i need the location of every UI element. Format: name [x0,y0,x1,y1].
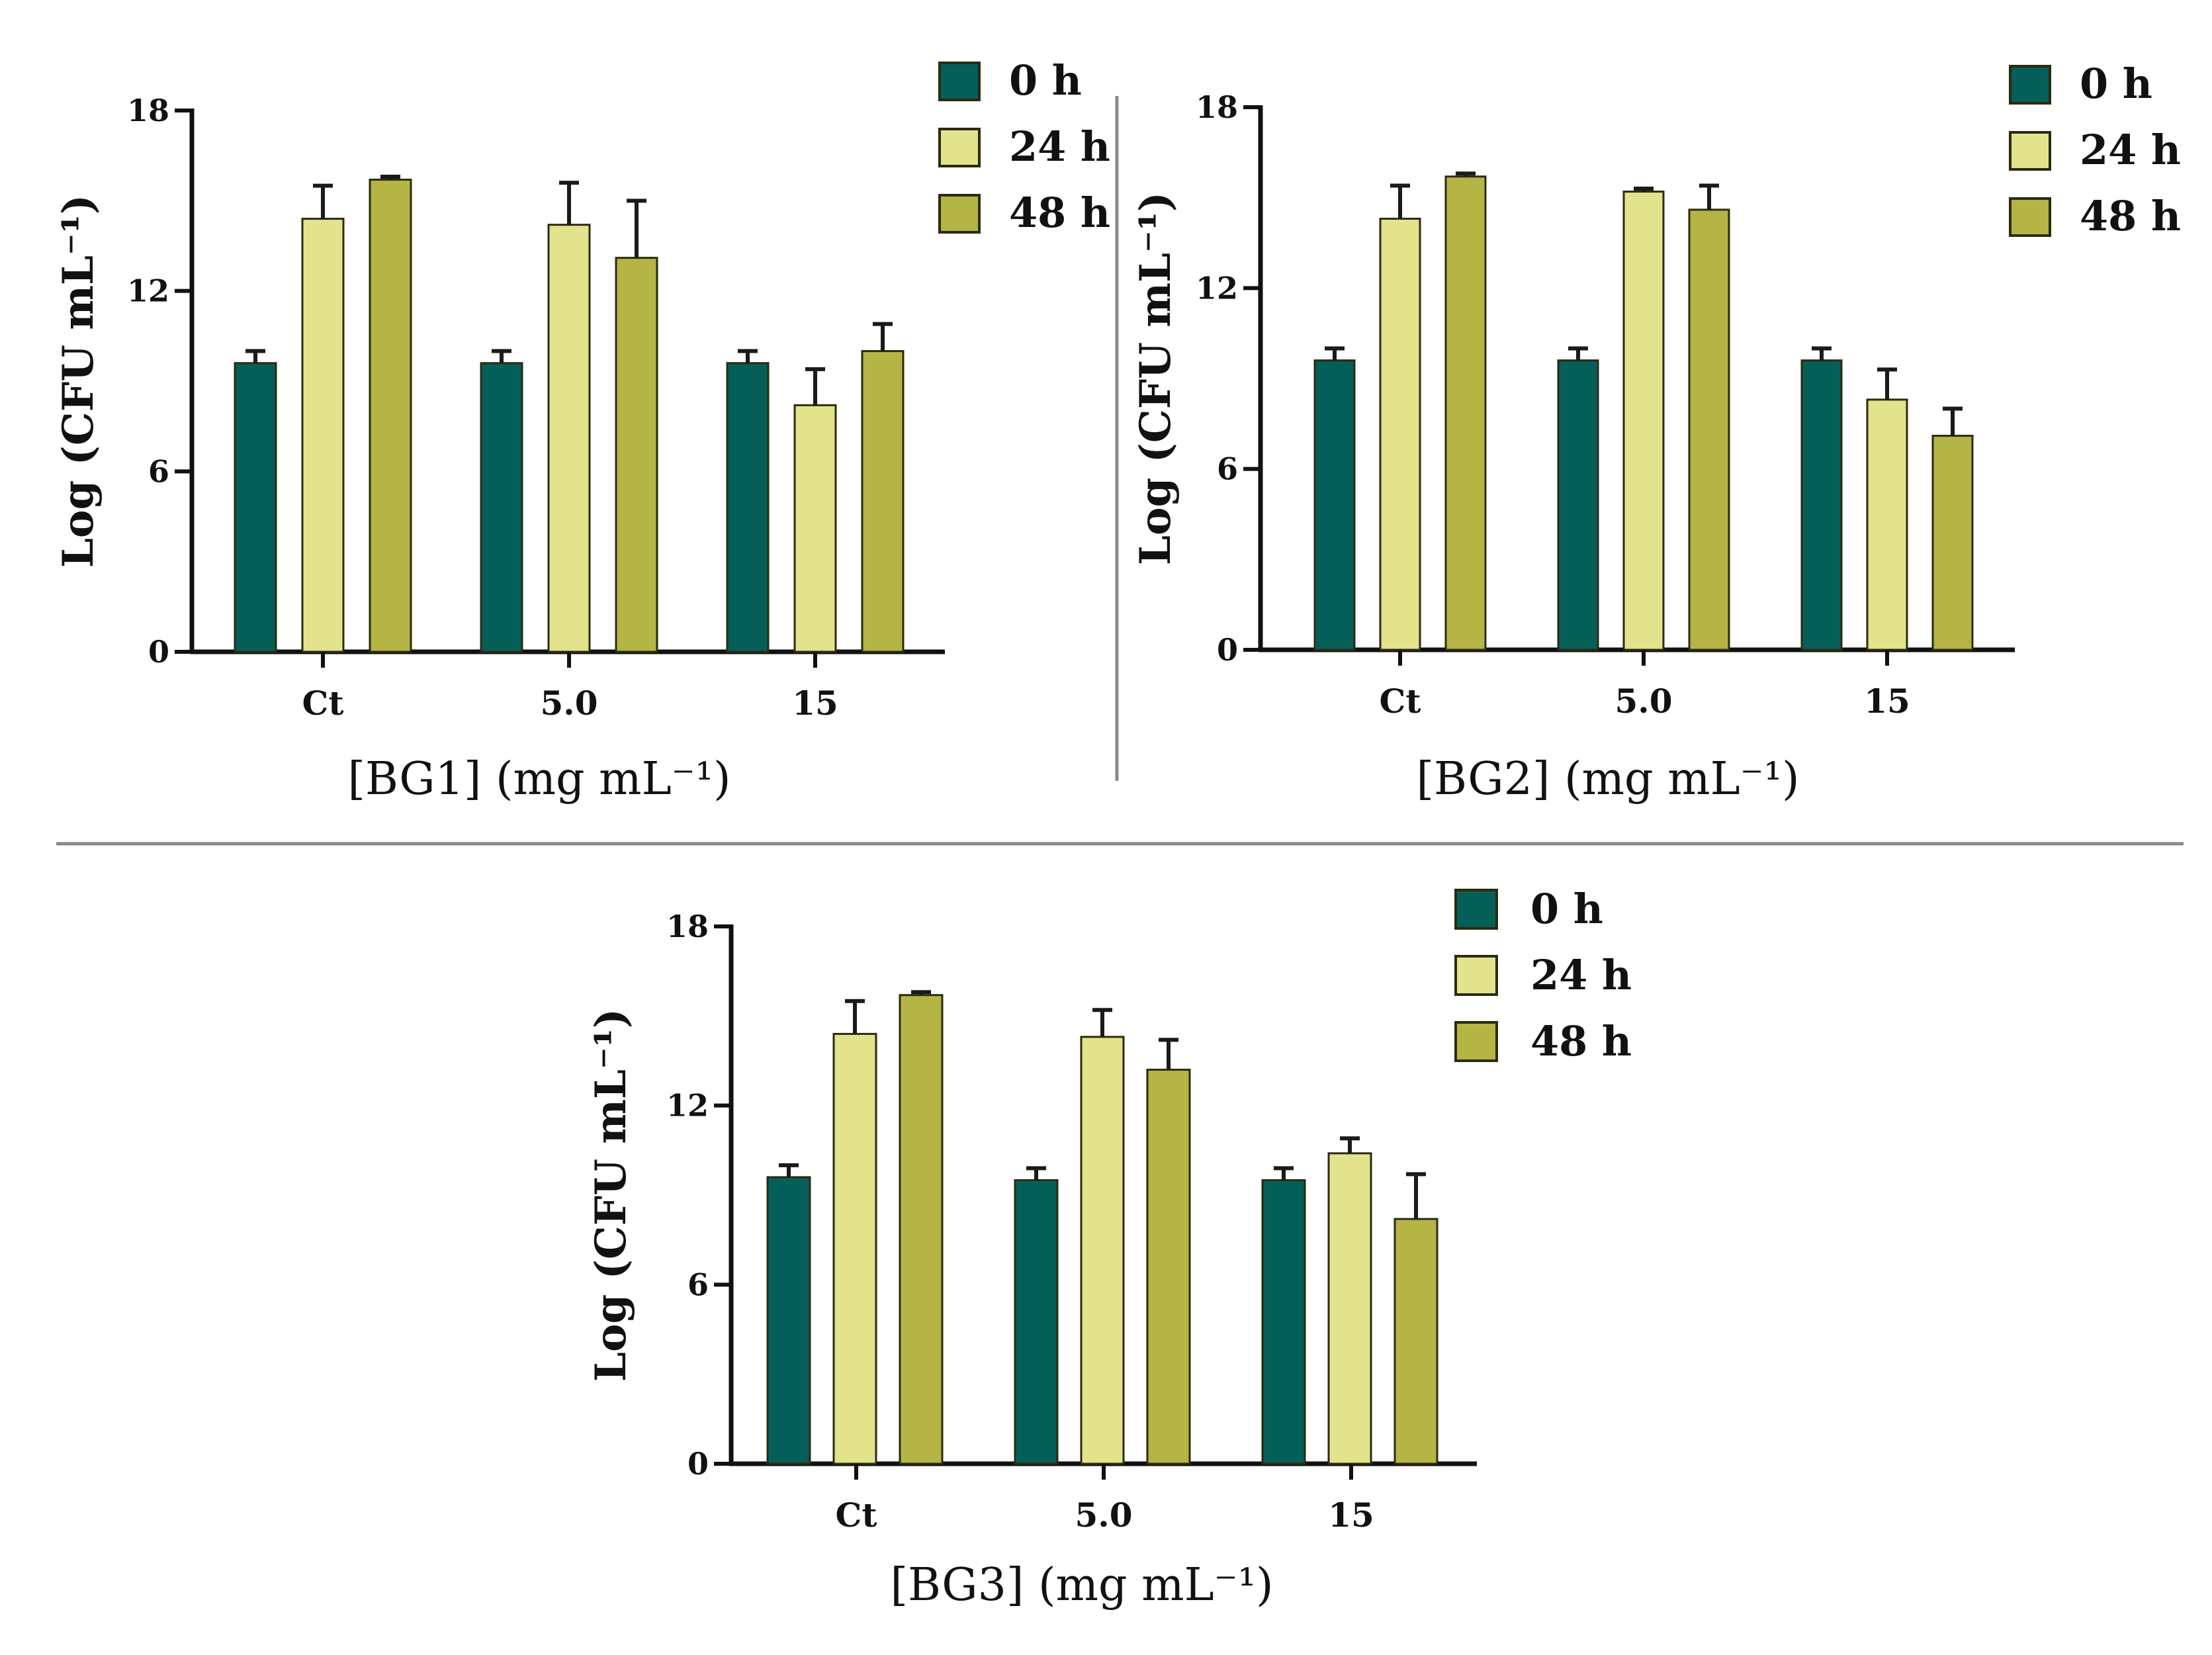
bar [369,179,412,653]
x-tick-label: Ct [1380,682,1421,721]
y-tick-label: 0 [148,634,169,670]
legend-swatch [1454,889,1498,930]
x-tick-label: 15 [1864,682,1910,721]
bar [1080,1036,1125,1465]
x-tick-label: 5.0 [1075,1496,1133,1535]
legend-swatch [2009,65,2051,105]
bar [234,362,277,653]
y-tick-label: 6 [1217,451,1238,487]
x-axis-title: [BG1] (mg mL⁻¹) [348,753,731,805]
bar [899,994,944,1465]
legend-label: 24 h [1009,122,1110,171]
legend-label: 0 h [1009,56,1082,105]
legend-label: 0 h [1530,885,1603,933]
bar [1557,359,1599,651]
y-tick-label: 18 [666,909,709,944]
y-tick-label: 12 [1196,270,1238,306]
y-axis-title: Log (CFU mL⁻¹) [1131,192,1180,565]
bar [547,224,591,653]
y-axis-title: Log (CFU mL⁻¹) [54,195,103,568]
legend-swatch [938,194,981,234]
x-tick-label: 15 [792,684,838,723]
bar [615,257,658,653]
legend-swatch [2009,131,2051,171]
x-tick-label: Ct [302,684,344,723]
bar [1444,175,1487,651]
legend-label: 48 h [1530,1017,1632,1065]
y-axis-title: Log (CFU mL⁻¹) [586,1008,636,1382]
bar [1800,359,1843,651]
y-tick-label: 0 [1217,632,1238,668]
legend-label: 48 h [1009,189,1110,237]
y-tick-label: 18 [1196,89,1238,125]
bar [861,350,905,653]
bar [480,362,523,653]
bar [1688,208,1730,651]
x-axis-title: [BG3] (mg mL⁻¹) [891,1559,1274,1611]
bar [1866,398,1908,651]
bar [1622,191,1665,651]
legend-label: 24 h [1530,951,1632,999]
y-tick-label: 6 [687,1267,709,1302]
bar [1014,1179,1059,1465]
bar [301,218,345,653]
y-tick-label: 12 [127,273,169,309]
y-tick-label: 6 [148,453,169,489]
y-tick-label: 0 [687,1446,709,1482]
x-tick-label: 15 [1328,1496,1374,1535]
legend-swatch [938,62,981,101]
legend-swatch [2009,197,2051,237]
legend-label: 24 h [2080,126,2181,174]
bar [1146,1069,1191,1465]
legend-swatch [1454,1021,1498,1062]
bar [1261,1179,1306,1465]
x-tick-label: Ct [836,1496,877,1535]
bar [1327,1152,1372,1465]
bar [1313,359,1356,651]
x-tick-label: 5.0 [541,684,598,723]
x-tick-label: 5.0 [1615,682,1673,721]
bar [1931,435,1974,651]
chart-panel-bg2: 0 6 12 18 Ct 5.0 15 Log (CFU mL⁻¹) [BG2] (mg mL⁻… [1131,60,2181,805]
y-tick-label: 18 [127,93,169,128]
x-axis-title: [BG2] (mg mL⁻¹) [1417,753,1800,805]
chart-panel-bg1: 0 6 12 18 Ct 5.0 15 Log (CFU mL⁻¹) [BG1] (mg mL⁻… [54,56,1110,805]
y-tick-label: 12 [666,1088,709,1124]
bar [793,404,837,653]
bar [832,1032,877,1465]
legend-label: 48 h [2080,192,2181,240]
bar [1394,1218,1438,1465]
legend-swatch [1454,955,1498,996]
bar [726,362,770,653]
bar [766,1176,811,1465]
bar [1379,218,1421,651]
legend-swatch [938,128,981,167]
chart-panel-bg3: 0 6 12 18 Ct 5.0 15 Log (CFU mL⁻¹) [BG3] (mg mL⁻… [586,885,1632,1611]
legend-label: 0 h [2080,60,2152,108]
